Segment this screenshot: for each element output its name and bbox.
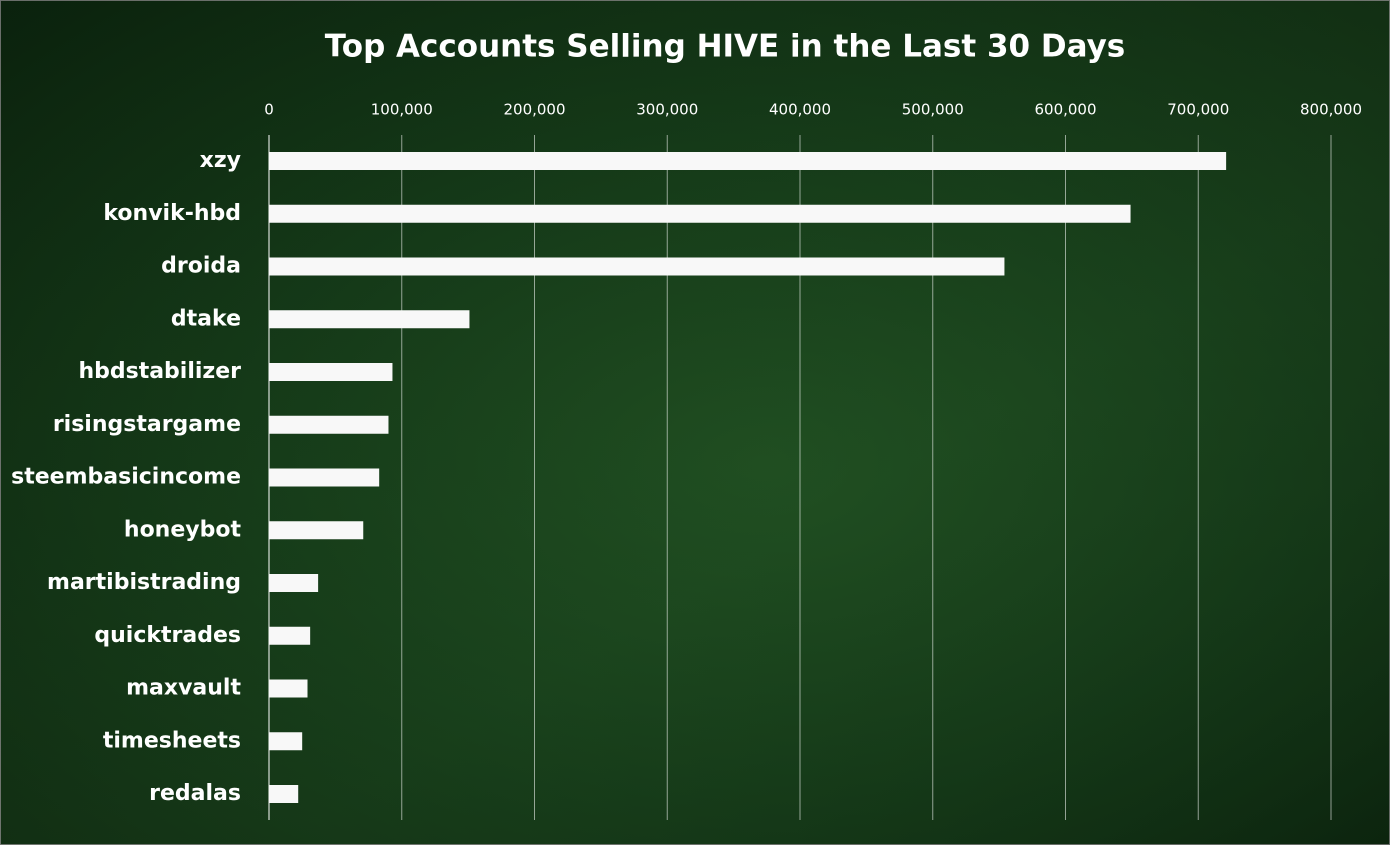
bar — [269, 626, 311, 645]
bar — [269, 785, 299, 803]
x-tick-label: 800,000 — [1300, 101, 1362, 119]
bar — [269, 257, 1005, 276]
y-tick-label: redalas — [149, 781, 241, 806]
bar — [269, 310, 470, 329]
y-tick-label: xzy — [200, 148, 241, 173]
x-tick-label: 700,000 — [1167, 101, 1229, 119]
chart-title: Top Accounts Selling HIVE in the Last 30… — [325, 29, 1126, 65]
y-tick-label: dtake — [171, 306, 241, 331]
bar — [269, 152, 1227, 170]
y-tick-label: risingstargame — [53, 412, 241, 437]
y-tick-label: maxvault — [126, 676, 241, 701]
bar — [269, 415, 389, 434]
x-tick-label: 0 — [264, 101, 274, 119]
y-tick-label: droida — [161, 254, 241, 279]
bar — [269, 363, 393, 381]
x-tick-label: 600,000 — [1034, 101, 1096, 119]
y-tick-label: konvik-hbd — [103, 201, 241, 226]
y-tick-label: martibistrading — [47, 570, 241, 595]
bar — [269, 468, 380, 487]
bar — [269, 521, 364, 540]
bar — [269, 679, 308, 698]
y-tick-label: honeybot — [124, 517, 242, 542]
y-tick-label: quicktrades — [94, 623, 241, 648]
y-tick-label: steembasicincome — [11, 465, 241, 490]
bar — [269, 732, 303, 751]
x-tick-label: 400,000 — [769, 101, 831, 119]
bar — [269, 574, 319, 592]
x-tick-label: 100,000 — [371, 101, 433, 119]
y-tick-label: timesheets — [103, 728, 241, 753]
x-tick-label: 500,000 — [902, 101, 964, 119]
y-tick-label: hbdstabilizer — [78, 359, 241, 384]
bar — [269, 204, 1131, 223]
x-tick-label: 300,000 — [636, 101, 698, 119]
x-tick-label: 200,000 — [503, 101, 565, 119]
